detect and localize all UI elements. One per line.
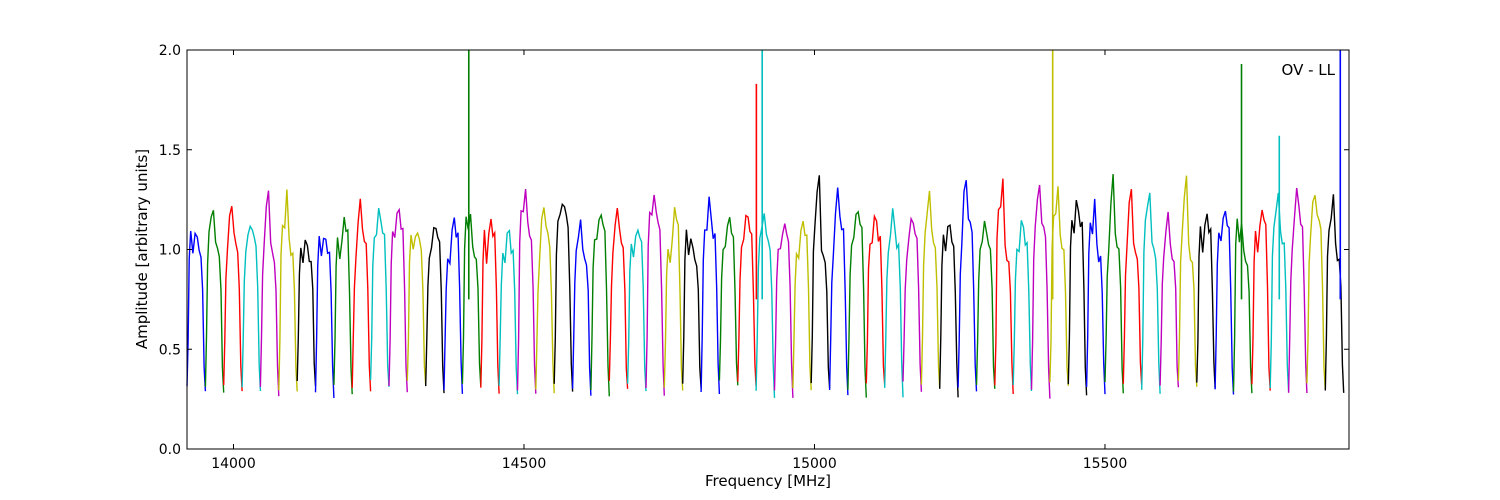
series-band-57: [1214, 210, 1235, 395]
y-tick-label: 1.5: [159, 143, 181, 159]
series-band-42: [939, 224, 959, 398]
series-band-51: [1104, 174, 1124, 394]
y-tick-label: 0.5: [159, 342, 181, 358]
series-band-54: [1159, 211, 1180, 388]
series-band-22: [571, 219, 592, 396]
series-band-49: [1067, 199, 1088, 396]
y-tick-label: 0.0: [159, 442, 181, 458]
series-band-26: [645, 194, 665, 396]
series-band-40: [902, 216, 923, 392]
series-band-5: [259, 190, 280, 397]
series-band-55: [1177, 175, 1198, 387]
x-tick-label: 15500: [1083, 456, 1128, 472]
annotation-text: OV - LL: [1282, 61, 1336, 79]
series-band-61: [1287, 187, 1308, 394]
x-axis-label: Frequency [MHz]: [705, 472, 831, 490]
series-band-46: [1012, 220, 1033, 392]
series-band-41: [920, 190, 941, 388]
series-band-1: [186, 230, 207, 392]
series-band-18: [498, 228, 519, 395]
series-layer: [186, 50, 1345, 399]
series-band-56: [1196, 213, 1216, 389]
series-band-15: [443, 217, 464, 394]
y-tick-label: 2.0: [159, 43, 181, 59]
series-band-13: [406, 231, 427, 386]
series-band-62: [1306, 194, 1326, 390]
x-tick-label: 14500: [502, 456, 547, 472]
series-band-19: [516, 189, 537, 394]
y-tick-label: 1.0: [159, 243, 181, 259]
series-band-47: [1030, 184, 1051, 399]
series-band-45: [994, 178, 1014, 395]
series-band-2: [204, 210, 225, 393]
series-band-7: [296, 239, 317, 387]
series-band-39: [884, 208, 904, 398]
series-band-31: [737, 214, 757, 387]
series-band-29: [700, 196, 721, 395]
series-band-6: [278, 189, 298, 392]
series-band-3: [223, 206, 243, 392]
series-band-33: [773, 223, 794, 398]
series-band-10: [351, 198, 372, 392]
series-band-35: [810, 175, 831, 389]
series-band-53: [1141, 192, 1161, 394]
series-band-4: [241, 224, 262, 392]
series-band-21: [553, 202, 574, 392]
series-band-36: [828, 187, 849, 396]
series-band-43: [957, 180, 978, 392]
series-band-17: [480, 218, 500, 394]
series-band-34: [792, 220, 812, 391]
plot-frame: [186, 49, 1350, 450]
series-band-16: [461, 214, 482, 387]
series-band-32: [755, 213, 776, 398]
series-band-63: [1324, 194, 1345, 393]
series-band-52: [1122, 188, 1143, 386]
series-band-50: [1085, 198, 1106, 395]
series-band-20: [535, 207, 555, 394]
x-tick-label: 14000: [211, 456, 256, 472]
series-band-25: [626, 227, 647, 392]
series-band-44: [975, 220, 996, 389]
series-band-24: [608, 208, 629, 389]
x-tick-label: 15000: [792, 456, 837, 472]
series-band-38: [865, 213, 886, 386]
series-band-9: [333, 217, 353, 395]
ticks-layer: 14000 14500 15000 15500 0.0 0.5 1.0 1.5 2.0: [159, 43, 1349, 472]
series-band-12: [388, 207, 408, 393]
series-band-11: [369, 207, 390, 387]
series-band-37: [847, 210, 867, 398]
series-band-27: [663, 207, 684, 391]
series-band-23: [590, 212, 610, 397]
y-axis-label: Amplitude [arbitrary units]: [133, 149, 151, 349]
series-band-28: [682, 229, 702, 389]
series-band-59: [1251, 209, 1271, 391]
series-band-14: [425, 226, 445, 394]
series-band-8: [314, 236, 335, 399]
series-band-30: [718, 217, 739, 386]
series-band-58: [1232, 218, 1253, 394]
